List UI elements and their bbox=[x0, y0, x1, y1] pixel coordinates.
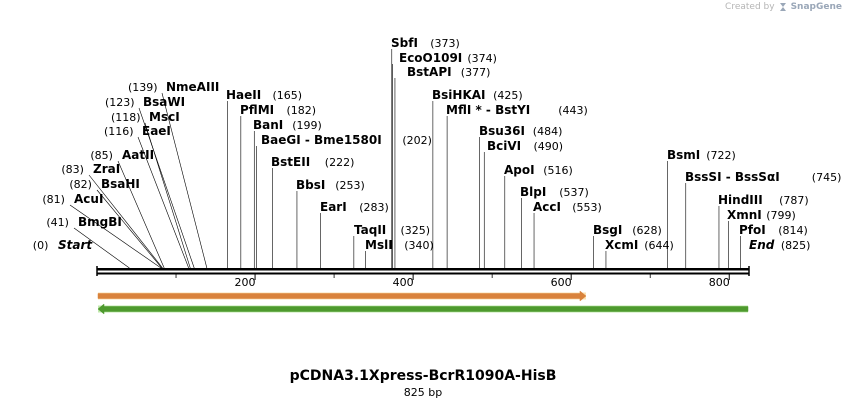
site-position: (182) bbox=[287, 104, 317, 117]
site-position: (253) bbox=[335, 179, 365, 192]
site-position: (83) bbox=[61, 163, 84, 176]
site-name: BsiHKAI bbox=[432, 88, 486, 102]
site-name: AatII bbox=[122, 148, 154, 162]
site-position: (202) bbox=[402, 134, 432, 147]
site-name: AccI bbox=[533, 200, 561, 214]
site-position: (628) bbox=[632, 224, 662, 237]
site-position: (787) bbox=[779, 194, 809, 207]
site-name: BciVI bbox=[487, 139, 521, 153]
backbone-top bbox=[97, 268, 749, 271]
site-connector bbox=[117, 160, 165, 269]
site-name: ZraI bbox=[93, 162, 120, 176]
backbone-bottom bbox=[97, 272, 749, 275]
ruler-label: 800 bbox=[709, 276, 730, 289]
site-position: (118) bbox=[111, 111, 141, 124]
site-name: Start bbox=[58, 238, 93, 252]
site-name: AcuI bbox=[74, 192, 103, 206]
site-name: EarI bbox=[320, 200, 347, 214]
feature-orf-reverse bbox=[97, 303, 749, 315]
site-name: ApoI bbox=[504, 163, 535, 177]
site-position: (722) bbox=[706, 149, 736, 162]
site-name: BsaHI bbox=[101, 177, 140, 191]
site-position: (373) bbox=[430, 37, 460, 50]
site-position: (553) bbox=[572, 201, 602, 214]
site-name: MslI bbox=[365, 238, 393, 252]
site-position: (644) bbox=[644, 239, 674, 252]
site-name: BaeGI - Bme1580I bbox=[261, 133, 382, 147]
site-name: BsgI bbox=[593, 223, 622, 237]
site-position: (484) bbox=[533, 125, 563, 138]
site-name: BlpI bbox=[520, 185, 546, 199]
sequence-length: 825 bp bbox=[403, 386, 443, 399]
site-position: (116) bbox=[104, 125, 134, 138]
site-name: BmgBI bbox=[78, 215, 122, 229]
site-name: EcoO109I bbox=[399, 51, 462, 65]
watermark: Created by SnapGene bbox=[725, 2, 842, 12]
plasmid-title: pCDNA3.1Xpress-BcrR1090A-HisB bbox=[289, 368, 557, 384]
site-position: (199) bbox=[292, 119, 322, 132]
site-name: BanI bbox=[253, 118, 283, 132]
site-connector bbox=[69, 204, 162, 269]
site-position: (82) bbox=[69, 178, 92, 191]
site-position: (443) bbox=[558, 104, 588, 117]
site-position: (537) bbox=[559, 186, 589, 199]
site-position: (745) bbox=[812, 171, 842, 184]
site-position: (0) bbox=[33, 239, 49, 252]
site-name: End bbox=[749, 238, 775, 252]
site-name: MscI bbox=[149, 110, 180, 124]
watermark-brand: SnapGene bbox=[790, 2, 842, 12]
site-connector bbox=[73, 227, 130, 269]
site-position: (425) bbox=[493, 89, 523, 102]
site-position: (85) bbox=[90, 149, 113, 162]
site-name: PflMI bbox=[240, 103, 274, 117]
site-position: (139) bbox=[128, 81, 158, 94]
site-position: (374) bbox=[467, 52, 497, 65]
site-position: (165) bbox=[273, 89, 303, 102]
site-name: PfoI bbox=[739, 223, 766, 237]
site-position: (516) bbox=[543, 164, 573, 177]
site-connector bbox=[137, 136, 189, 269]
site-name: BsmI bbox=[667, 148, 700, 162]
site-name: TaqII bbox=[354, 223, 386, 237]
site-name: EaeI bbox=[142, 124, 171, 138]
ruler-label: 200 bbox=[235, 276, 256, 289]
site-connector bbox=[96, 189, 163, 269]
site-position: (799) bbox=[766, 209, 796, 222]
site-connector bbox=[88, 174, 163, 269]
site-name: MflI * - BstYI bbox=[446, 103, 530, 117]
site-position: (41) bbox=[46, 216, 69, 229]
site-name: HaeII bbox=[226, 88, 261, 102]
site-name: BstAPI bbox=[407, 65, 452, 79]
site-position: (283) bbox=[359, 201, 389, 214]
site-connector bbox=[161, 92, 208, 269]
site-name: Bsu36I bbox=[479, 124, 525, 138]
site-name: XcmI bbox=[605, 238, 638, 252]
feature-orf-forward bbox=[97, 290, 587, 302]
site-position: (825) bbox=[781, 239, 811, 252]
site-name: BssSI - BssSαI bbox=[685, 170, 780, 184]
watermark-prefix: Created by bbox=[725, 2, 775, 12]
snapgene-logo-icon bbox=[779, 3, 786, 11]
restriction-sites: (0) Start (41) BmgBI (81) AcuI(82) BsaHI (83) Zr… bbox=[33, 36, 842, 269]
site-position: (222) bbox=[325, 156, 355, 169]
site-position: (325) bbox=[401, 224, 431, 237]
site-name: NmeAIII bbox=[166, 80, 219, 94]
site-connector bbox=[138, 107, 195, 269]
site-position: (490) bbox=[534, 140, 564, 153]
site-position: (377) bbox=[461, 66, 491, 79]
ruler-label: 600 bbox=[551, 276, 572, 289]
site-name: HindIII bbox=[718, 193, 763, 207]
site-name: BstEII bbox=[271, 155, 310, 169]
ruler-label: 400 bbox=[393, 276, 414, 289]
site-position: (123) bbox=[105, 96, 135, 109]
site-position: (814) bbox=[778, 224, 808, 237]
site-position: (81) bbox=[42, 193, 65, 206]
features bbox=[97, 290, 749, 315]
site-name: XmnI bbox=[727, 208, 762, 222]
site-name: BbsI bbox=[296, 178, 325, 192]
site-position: (340) bbox=[404, 239, 434, 252]
site-name: SbfI bbox=[391, 36, 418, 50]
